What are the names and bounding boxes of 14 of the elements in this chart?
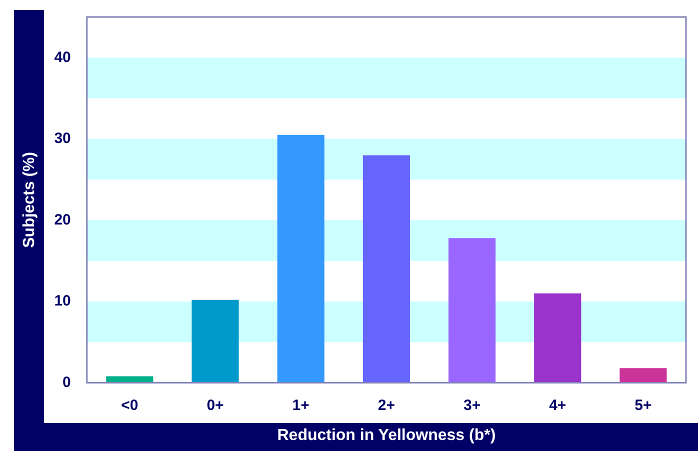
y-tick-label: 40 bbox=[54, 48, 71, 66]
y-axis-title: Subjects (%) bbox=[21, 152, 38, 248]
y-tick-label: 20 bbox=[54, 211, 71, 228]
x-tick-label: 4+ bbox=[549, 396, 566, 414]
y-tick-label: 10 bbox=[54, 292, 71, 310]
x-tick-label: 5+ bbox=[634, 396, 652, 414]
x-tick-label: 0+ bbox=[206, 396, 224, 414]
x-tick-label: 2+ bbox=[378, 396, 396, 414]
y-tick-label: 0 bbox=[62, 374, 71, 391]
x-tick-label: 1+ bbox=[292, 396, 310, 414]
y-tick-label: 30 bbox=[54, 130, 71, 148]
x-axis-title: Reduction in Yellowness (b*) bbox=[277, 426, 496, 444]
x-tick-label: <0 bbox=[121, 396, 138, 414]
x-tick-label: 3+ bbox=[463, 396, 481, 414]
